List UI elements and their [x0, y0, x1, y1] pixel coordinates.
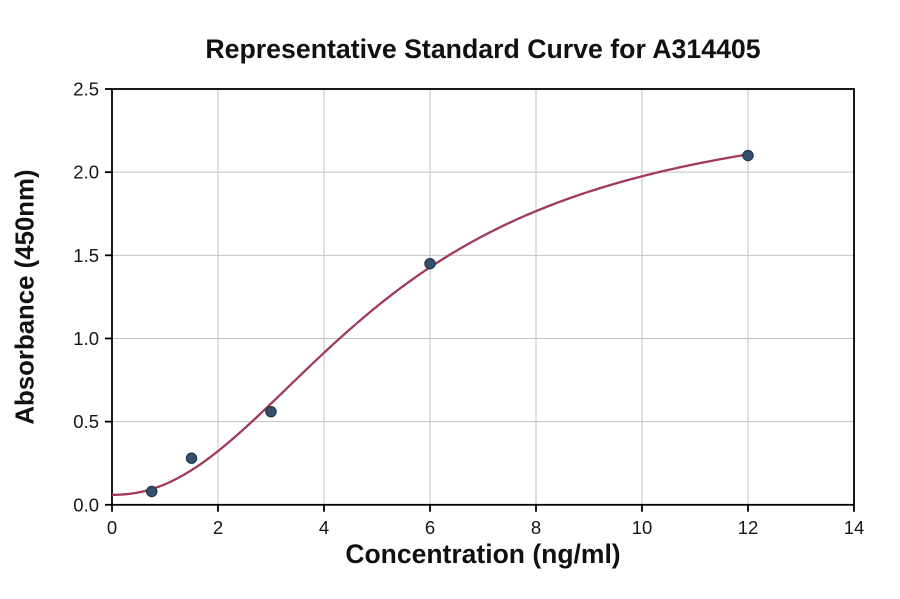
svg-text:0.5: 0.5	[73, 411, 99, 432]
svg-text:2.0: 2.0	[73, 162, 99, 183]
svg-text:0.0: 0.0	[73, 494, 99, 515]
svg-text:1.5: 1.5	[73, 245, 99, 266]
svg-text:4: 4	[319, 517, 329, 538]
svg-text:2: 2	[213, 517, 223, 538]
svg-text:12: 12	[738, 517, 759, 538]
svg-text:14: 14	[844, 517, 865, 538]
svg-text:1.0: 1.0	[73, 328, 99, 349]
svg-text:8: 8	[531, 517, 541, 538]
svg-text:2.5: 2.5	[73, 79, 99, 100]
svg-text:6: 6	[425, 517, 435, 538]
svg-text:0: 0	[107, 517, 117, 538]
svg-text:10: 10	[632, 517, 653, 538]
